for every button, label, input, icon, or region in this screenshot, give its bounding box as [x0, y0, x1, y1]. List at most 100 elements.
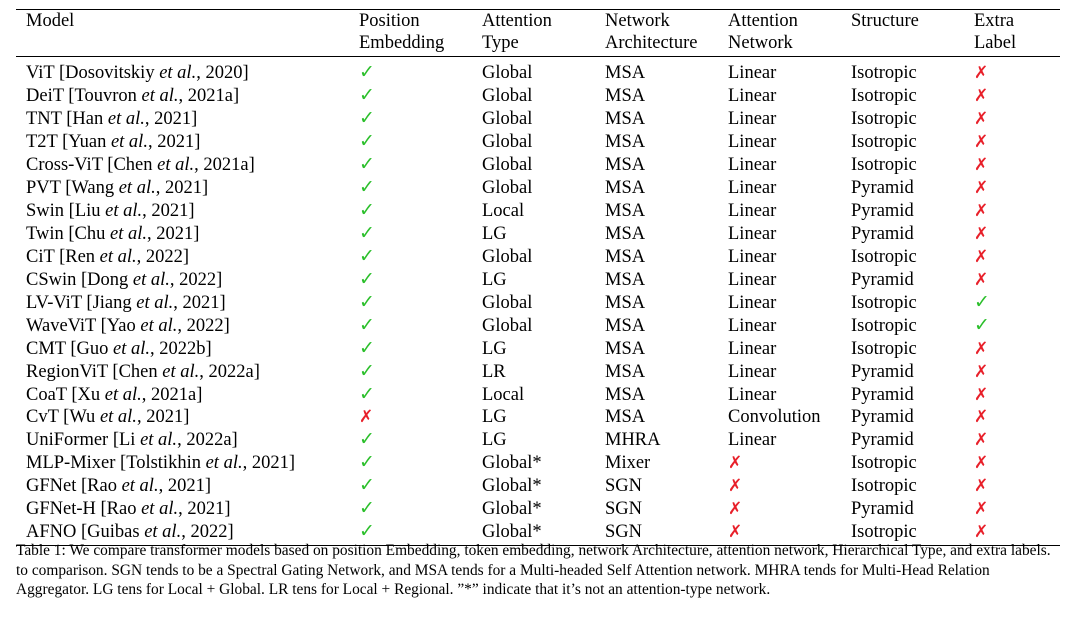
cell-network-architecture: MHRA [605, 429, 661, 450]
model-year: , 2022] [177, 315, 230, 336]
cell-attention-type: Global* [472, 520, 595, 546]
cell-structure: Isotropic [851, 85, 917, 106]
cell-attention-network: Linear [728, 429, 777, 450]
model-etal: et al. [105, 200, 143, 221]
cell-network-architecture: MSA [605, 269, 646, 290]
cell-structure: Pyramid [851, 384, 914, 405]
cell-structure: Pyramid [851, 429, 914, 450]
cell-extra-label: ✗ [964, 84, 1060, 107]
cell-position-embedding: ✓ [349, 314, 472, 337]
cell-extra-label: ✗ [964, 337, 1060, 360]
check-icon: ✓ [359, 428, 375, 450]
cell-network-architecture: MSA [605, 338, 646, 359]
cell-position-embedding: ✓ [349, 176, 472, 199]
cell-attention-type: LG [482, 407, 507, 427]
cell-model: TNT [Han et al., 2021] [16, 107, 349, 130]
cell-structure: Pyramid [851, 361, 914, 382]
cell-extra-label: ✗ [964, 245, 1060, 268]
model-name: GFNet [Rao [26, 475, 122, 496]
cell-attention-network: Linear [728, 108, 777, 129]
cell-structure: Isotropic [851, 108, 917, 129]
model-etal: et al. [141, 498, 179, 519]
cell-attention-type: Global [482, 131, 533, 152]
cell-model: GFNet [Rao et al., 2021] [16, 474, 349, 497]
cell-structure: Isotropic [851, 131, 917, 152]
model-year: , 2021] [158, 475, 211, 496]
cell-model: DeiT [Touvron et al., 2021a] [16, 84, 349, 107]
table-row: CiT [Ren et al., 2022] ✓ Global MSA Linear Is… [16, 245, 1060, 268]
model-year: , 2021] [242, 452, 296, 473]
check-icon: ✓ [359, 474, 375, 496]
model-name: WaveViT [Yao [26, 315, 141, 336]
cell-attention-type: LR [482, 361, 506, 382]
model-etal: et al. [162, 361, 200, 382]
model-name: TNT [Han [26, 108, 108, 129]
cell-attention-type: Global [482, 85, 533, 106]
table-row: DeiT [Touvron et al., 2021a] ✓ Global MSA Li… [16, 84, 1060, 107]
cell-position-embedding: ✗ [349, 406, 472, 428]
comparison-table: Model Position Attention Network Attenti… [16, 9, 1060, 546]
cell-model: Cross-ViT [Chen et al., 2021a] [16, 153, 349, 176]
cell-structure: Isotropic [851, 338, 917, 359]
model-year: , 2022a] [177, 429, 238, 450]
cell-attention-network: Linear [728, 384, 777, 405]
cell-extra-label: ✗ [964, 176, 1060, 199]
cell-attention-network: Linear [728, 177, 777, 198]
header-extra: Extra [964, 9, 1060, 32]
cross-icon: ✗ [728, 498, 743, 519]
cell-extra-label: ✗ [964, 383, 1060, 406]
cell-extra-label: ✗ [964, 153, 1060, 176]
cell-position-embedding: ✓ [349, 57, 472, 85]
cell-extra-label: ✗ [964, 222, 1060, 245]
cross-icon: ✗ [974, 246, 989, 267]
cell-extra-label: ✗ [964, 268, 1060, 291]
cross-icon: ✗ [974, 177, 989, 198]
model-name: Swin [Liu [26, 200, 106, 221]
cell-model: UniFormer [Li et al., 2022a] [16, 428, 349, 451]
model-etal: et al. [157, 154, 195, 175]
model-year: , 2021] [173, 292, 226, 313]
cell-model: AFNO [Guibas et al., 2022] [16, 520, 349, 546]
check-icon: ✓ [359, 497, 375, 519]
model-year: , 2021] [144, 108, 198, 129]
cross-icon: ✗ [974, 154, 989, 175]
table-row: RegionViT [Chen et al., 2022a] ✓ LR MSA Line… [16, 360, 1060, 383]
check-icon: ✓ [359, 360, 375, 382]
check-icon: ✓ [359, 245, 375, 267]
header-model-2 [16, 32, 349, 57]
cell-network-architecture: MSA [605, 384, 646, 405]
cell-network-architecture: MSA [605, 223, 646, 244]
cell-position-embedding: ✓ [349, 84, 472, 107]
model-name: ViT [Dosovitskiy [26, 62, 160, 83]
cell-extra-label: ✓ [964, 291, 1060, 314]
model-name: UniFormer [Li [26, 429, 141, 450]
cell-attention-type: Global* [482, 475, 542, 496]
model-year: , 2021] [136, 407, 190, 427]
cell-attention-network: Linear [728, 200, 777, 221]
cell-network-architecture: MSA [605, 361, 646, 382]
cell-position-embedding: ✓ [349, 245, 472, 268]
cross-icon: ✗ [974, 521, 989, 542]
cell-position-embedding: ✓ [349, 383, 472, 406]
cell-network-architecture: MSA [605, 85, 646, 106]
cell-network-architecture: MSA [605, 246, 646, 267]
cell-attention-network: Linear [728, 223, 777, 244]
cross-icon: ✗ [974, 361, 989, 382]
cell-attention-type: Local [482, 200, 525, 221]
cell-model: RegionViT [Chen et al., 2022a] [16, 360, 349, 383]
cell-structure: Isotropic [851, 292, 917, 313]
model-etal: et al. [113, 338, 151, 359]
model-etal: et al. [99, 246, 137, 267]
table-row: TNT [Han et al., 2021] ✓ Global MSA Linear Is… [16, 107, 1060, 130]
cell-structure: Isotropic [851, 154, 917, 175]
cell-model: PVT [Wang et al., 2021] [16, 176, 349, 199]
cross-icon: ✗ [974, 475, 989, 496]
model-name: CMT [Guo [26, 338, 114, 359]
cell-structure: Isotropic [851, 475, 917, 496]
cell-model: CiT [Ren et al., 2022] [16, 245, 349, 268]
table-row: GFNet [Rao et al., 2021] ✓ Global* SGN ✗ Isot… [16, 474, 1060, 497]
cross-icon: ✗ [974, 200, 989, 221]
cell-network-architecture: MSA [605, 177, 646, 198]
cell-extra-label: ✗ [964, 57, 1060, 85]
cell-attention-network: Linear [728, 85, 777, 106]
